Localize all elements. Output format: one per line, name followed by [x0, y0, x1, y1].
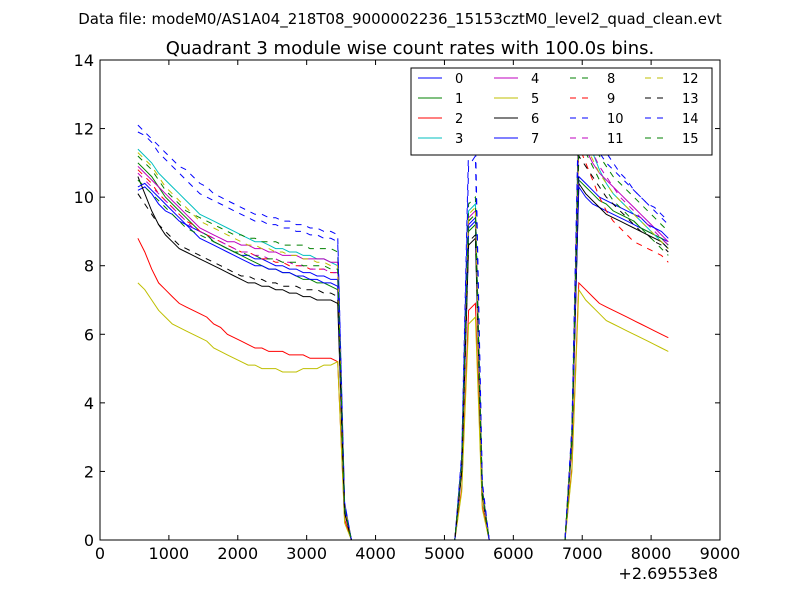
x-offset-label: +2.69553e8 — [618, 564, 718, 583]
x-tick-label: 6000 — [493, 544, 534, 563]
x-tick-label: 0 — [95, 544, 105, 563]
legend-label-5: 5 — [531, 92, 539, 107]
x-tick-label: 1000 — [149, 544, 190, 563]
y-tick-label: 0 — [84, 531, 94, 550]
chart-suptitle: Data file: modeM0/AS1A04_218T08_90000022… — [78, 10, 722, 29]
legend-label-11: 11 — [607, 132, 624, 147]
x-tick-label: 8000 — [631, 544, 672, 563]
x-tick-label: 7000 — [562, 544, 603, 563]
legend-label-6: 6 — [531, 112, 539, 127]
x-tick-label: 3000 — [286, 544, 327, 563]
legend-label-2: 2 — [455, 112, 463, 127]
y-tick-label: 14 — [74, 51, 94, 70]
x-axis: 0 1000 2000 3000 4000 5000 6000 7000 8000 9000 — [95, 60, 740, 563]
legend-label-4: 4 — [531, 72, 539, 87]
legend-label-8: 8 — [607, 72, 615, 87]
legend-label-15: 15 — [682, 132, 699, 147]
x-tick-label: 5000 — [424, 544, 465, 563]
legend-label-1: 1 — [455, 92, 463, 107]
x-tick-label: 4000 — [355, 544, 396, 563]
plot-frame — [99, 59, 721, 541]
legend-label-14: 14 — [682, 112, 699, 127]
legend-label-3: 3 — [455, 132, 463, 147]
legend-label-13: 13 — [682, 92, 699, 107]
y-tick-label: 6 — [84, 325, 94, 344]
legend-box — [410, 67, 713, 156]
chart-title: Quadrant 3 module wise count rates with … — [166, 38, 655, 59]
x-tick-label: 9000 — [700, 544, 741, 563]
legend-label-7: 7 — [531, 132, 539, 147]
legend-label-9: 9 — [607, 92, 615, 107]
legend-label-10: 10 — [607, 112, 624, 127]
y-tick-label: 8 — [84, 257, 94, 276]
legend-label-12: 12 — [682, 72, 699, 87]
y-tick-label: 4 — [84, 394, 94, 413]
x-tick-label: 2000 — [217, 544, 258, 563]
y-tick-label: 2 — [84, 462, 94, 481]
legend-label-0: 0 — [455, 72, 463, 87]
y-tick-label: 10 — [74, 188, 94, 207]
y-tick-label: 12 — [74, 120, 94, 139]
